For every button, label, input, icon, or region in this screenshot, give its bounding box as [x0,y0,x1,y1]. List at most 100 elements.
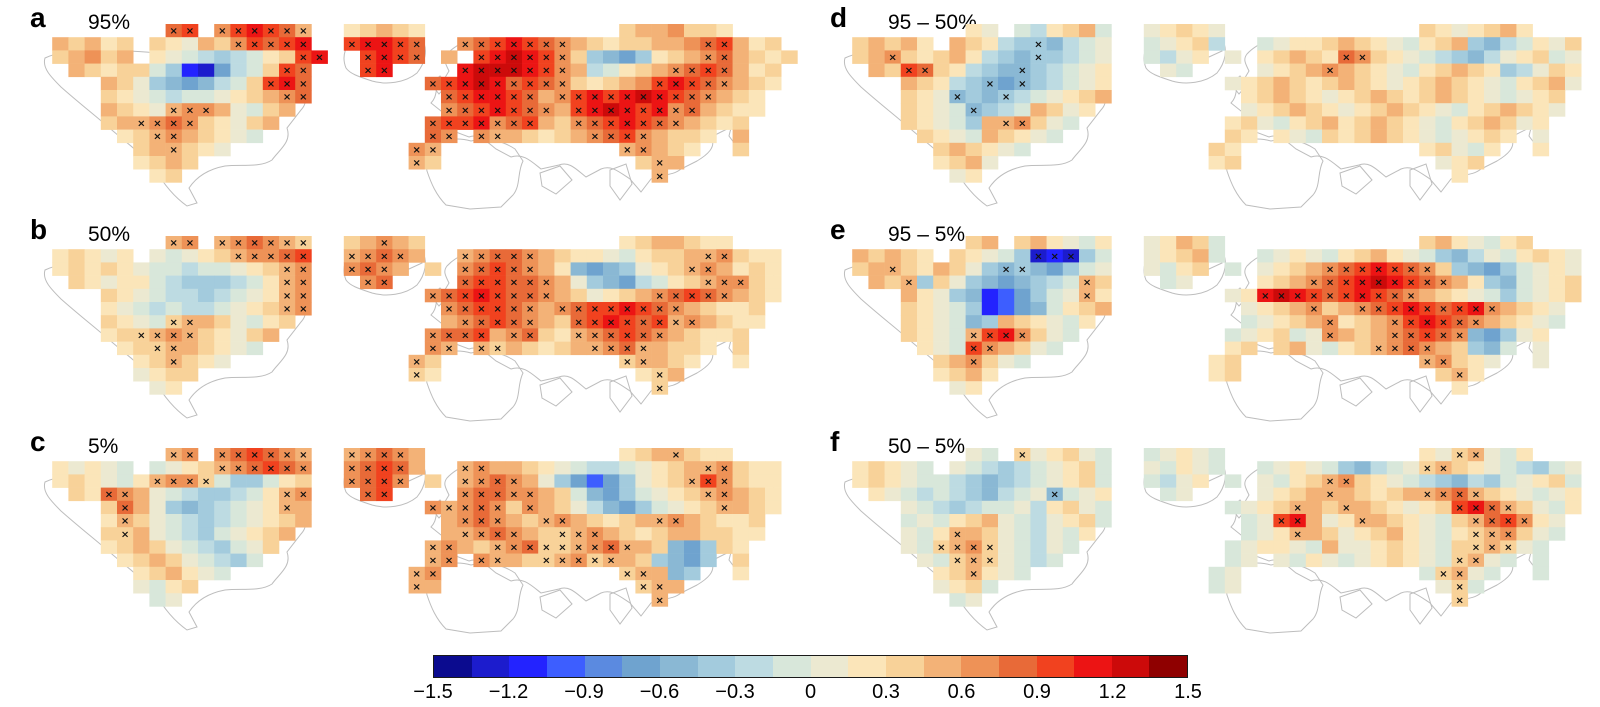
stipple-x-marker: × [477,105,485,116]
stipple-x-marker: × [283,291,291,302]
stipple-x-marker: × [461,317,469,328]
stipple-x-marker: × [656,516,664,527]
stipple-x-marker: × [1472,317,1480,328]
grid-cell [949,381,966,395]
stipple-x-marker: × [970,344,978,355]
grid-cell [1467,328,1485,342]
stipple-x-marker: × [461,92,469,103]
grid-cell [667,249,685,263]
grid-cell [149,328,166,342]
stipple-x-marker: × [380,463,388,474]
grid-cell [198,76,215,91]
grid-cell [716,514,733,528]
grid-cell [700,249,717,263]
grid-cell [1289,288,1307,303]
stipple-x-marker: × [494,503,502,514]
grid-cell [619,262,636,276]
grid-cell [1095,262,1112,276]
grid-cell [1014,461,1031,475]
grid-cell [198,514,215,528]
grid-cell [732,249,750,263]
grid-cell [1224,129,1242,144]
grid-cell [279,527,296,541]
grid-cell [667,328,685,342]
grid-cell [900,461,918,475]
grid-cell [684,37,701,51]
grid-cell [998,262,1015,276]
grid-cell [635,288,652,303]
grid-cell [603,540,620,554]
grid-cell [667,487,685,502]
grid-cell [522,288,539,303]
colorbar-tick-label: 0.6 [947,681,976,703]
grid-cell [1241,553,1258,568]
grid-cell [1419,302,1436,316]
grid-cell [1548,37,1566,51]
grid-cell [965,76,983,91]
grid-cell [570,90,588,104]
stipple-x-marker: × [1018,265,1026,276]
grid-cell [684,275,701,290]
grid-cell [965,328,983,342]
grid-cell [1419,63,1436,78]
grid-cell [635,354,652,369]
grid-cell [1257,500,1274,515]
grid-cell [1484,566,1501,581]
grid-cell [1548,103,1566,117]
grid-cell [1500,514,1517,528]
grid-cell [424,368,442,382]
stipple-x-marker: × [364,477,372,488]
grid-cell [1338,76,1355,91]
grid-cell [651,580,669,594]
stipple-x-marker: × [364,490,372,501]
grid-cell [295,288,312,303]
grid-cell [586,50,604,64]
grid-cell [1500,500,1517,515]
grid-cell [651,527,669,541]
grid-cell [408,354,426,369]
colorbar-segment [923,656,962,677]
stipple-x-marker: × [186,105,194,116]
coastline [539,165,573,195]
grid-cell [522,527,539,541]
grid-cell [343,24,361,38]
grid-cell [538,129,555,144]
grid-cell [1257,540,1274,554]
grid-cell [1273,50,1290,64]
grid-cell [1484,288,1501,303]
grid-cell [981,288,999,303]
grid-cell [917,288,934,303]
grid-cell [214,236,231,250]
grid-cell [651,116,669,130]
stipple-x-marker: × [607,317,615,328]
grid-cell [1273,90,1290,104]
grid-cell [117,275,134,290]
grid-cell [1354,527,1371,541]
grid-cell [1322,341,1339,356]
grid-cell [998,540,1015,554]
grid-cell [149,341,166,356]
grid-cell [619,553,636,568]
coastline [539,589,573,619]
coastline [1225,138,1324,210]
grid-cell [360,37,377,51]
stipple-x-marker: × [672,92,680,103]
grid-cell [489,527,507,541]
grid-cell [716,116,733,130]
grid-cell [635,249,652,263]
grid-cell [165,448,183,462]
grid-cell [1095,474,1112,488]
grid-cell [165,116,183,130]
grid-cell [505,341,523,356]
grid-cell [149,368,166,382]
grid-cell [84,461,102,475]
grid-cell [505,262,523,276]
stipple-x-marker: × [1310,291,1318,302]
grid-cell [1403,487,1420,502]
stipple-x-marker: × [218,450,226,461]
grid-cell [667,103,685,117]
grid-cell [1322,328,1339,342]
grid-cell [684,302,701,316]
grid-cell [408,580,426,594]
grid-cell [900,90,918,104]
